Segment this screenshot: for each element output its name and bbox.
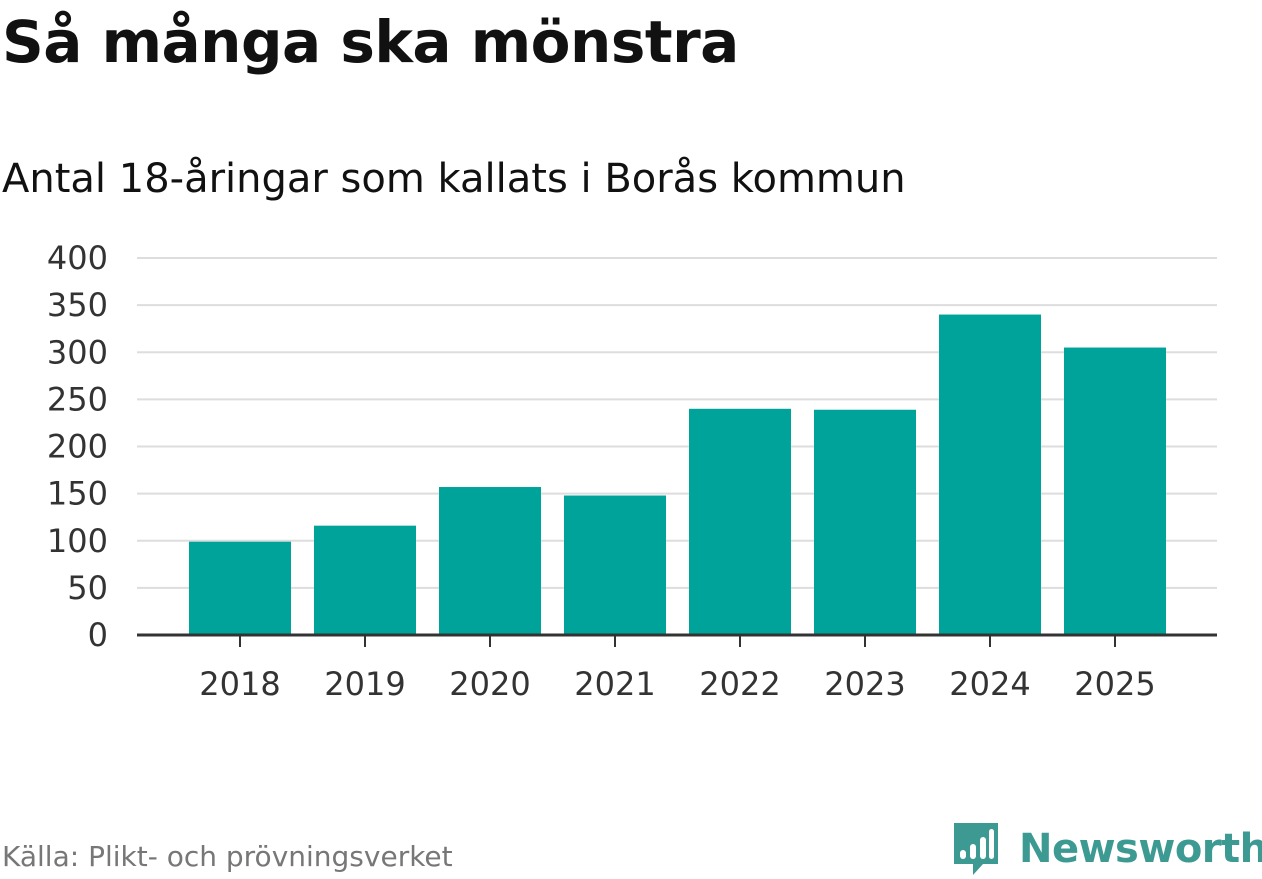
chart-subtitle: Antal 18-åringar som kallats i Borås kom… bbox=[2, 156, 906, 202]
y-tick-label: 200 bbox=[47, 428, 108, 466]
chart-title: Så många ska mönstra bbox=[2, 8, 739, 76]
x-tick-label: 2023 bbox=[824, 665, 905, 703]
brand-name: Newsworthy bbox=[1019, 826, 1262, 872]
source-note: Källa: Plikt- och prövningsverket bbox=[2, 840, 453, 873]
x-tick-label: 2025 bbox=[1074, 665, 1155, 703]
bar-2025 bbox=[1064, 347, 1166, 635]
y-tick-label: 150 bbox=[47, 475, 108, 513]
y-tick-label: 300 bbox=[47, 333, 108, 371]
bar-2024 bbox=[939, 314, 1041, 635]
y-tick-label: 0 bbox=[88, 616, 108, 654]
y-tick-label: 250 bbox=[47, 380, 108, 418]
bar-2020 bbox=[439, 487, 541, 635]
x-tick-label: 2018 bbox=[199, 665, 280, 703]
y-tick-label: 100 bbox=[47, 522, 108, 560]
x-tick-label: 2024 bbox=[949, 665, 1030, 703]
brand-logo: Newsworthy bbox=[951, 820, 1262, 878]
bar-2023 bbox=[814, 409, 916, 635]
x-tick-label: 2022 bbox=[699, 665, 780, 703]
x-tick-label: 2021 bbox=[574, 665, 655, 703]
bar-2019 bbox=[314, 525, 416, 635]
bar-2018 bbox=[189, 541, 291, 635]
y-tick-label: 50 bbox=[67, 569, 108, 607]
gridlines bbox=[137, 257, 1217, 589]
newsworthy-logo-icon bbox=[954, 823, 998, 875]
axes: 0 50 100 150 200 250 300 350 400 2018 2019 2020 2021… bbox=[47, 239, 1217, 703]
bar-2022 bbox=[689, 408, 791, 635]
y-tick-label: 350 bbox=[47, 286, 108, 324]
bar-2021 bbox=[564, 495, 666, 635]
x-tick-label: 2020 bbox=[449, 665, 530, 703]
x-tick-label: 2019 bbox=[324, 665, 405, 703]
y-tick-label: 400 bbox=[47, 239, 108, 277]
bars bbox=[189, 314, 1166, 635]
